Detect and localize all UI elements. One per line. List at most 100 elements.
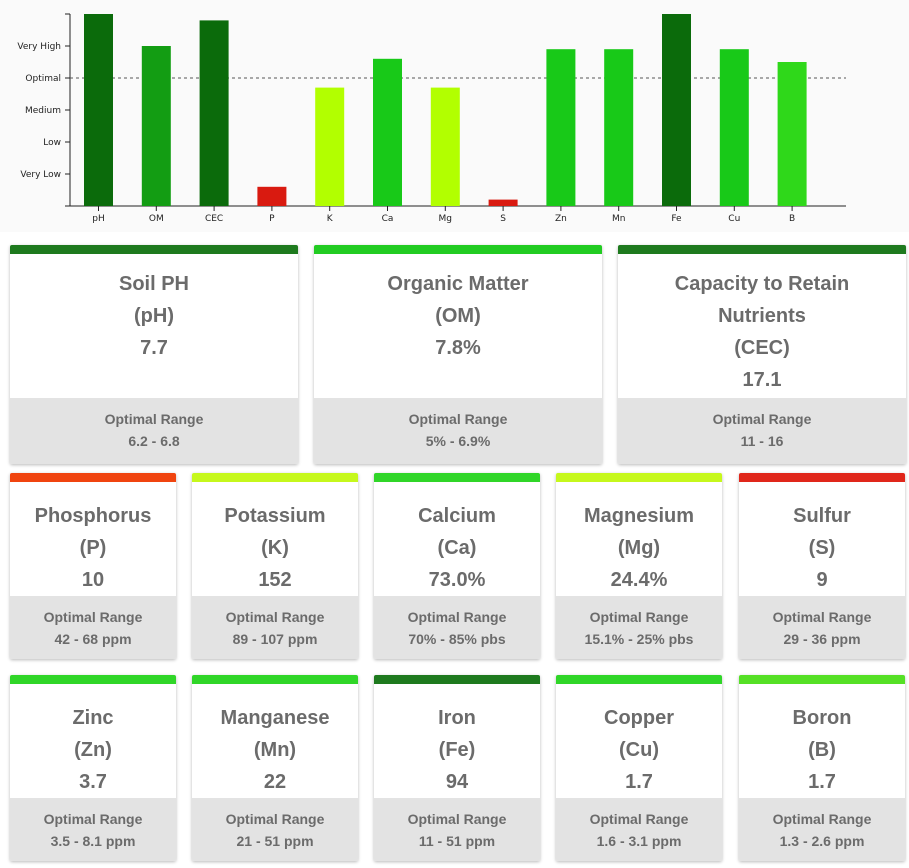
card-title: Magnesium — [583, 505, 695, 527]
card-color-bar — [556, 675, 722, 684]
card-abbr: (CEC) — [734, 337, 790, 359]
card-range-label: Optimal Range — [772, 609, 872, 625]
card-range-label: Optimal Range — [408, 411, 508, 427]
card-abbr: (OM) — [435, 305, 481, 327]
card-range: 29 - 36 ppm — [783, 631, 861, 647]
card-boron: Boron (B) 1.7 Optimal Range 1.3 - 2.6 pp… — [739, 675, 905, 861]
card-abbr: (Zn) — [74, 739, 112, 761]
card-value: 9 — [816, 569, 828, 591]
card-title: Capacity to Retain Nutrients — [674, 273, 850, 327]
x-tick-label: Cu — [728, 214, 740, 224]
card-zinc: Zinc (Zn) 3.7 Optimal Range 3.5 - 8.1 pp… — [10, 675, 176, 861]
card-color-bar — [192, 675, 358, 684]
card-color-bar — [556, 473, 722, 482]
card-calcium: Calcium (Ca) 73.0% Optimal Range 70% - 8… — [374, 473, 540, 659]
x-tick-label: B — [789, 214, 795, 224]
card-abbr: (Mn) — [253, 739, 297, 761]
x-tick-label: Mg — [439, 214, 452, 224]
card-value: 1.7 — [808, 771, 836, 793]
card-range: 1.6 - 3.1 ppm — [596, 833, 682, 849]
y-tick-label: Low — [43, 138, 61, 148]
card-potassium: Potassium (K) 152 Optimal Range 89 - 107… — [192, 473, 358, 659]
x-tick-label: Mn — [612, 214, 625, 224]
card-title: Calcium — [418, 505, 496, 527]
x-tick-label: S — [500, 214, 506, 224]
y-tick-label: Very Low — [20, 170, 61, 180]
bar-cu — [719, 49, 749, 207]
card-range: 42 - 68 ppm — [54, 631, 132, 647]
bar-mg — [430, 87, 460, 206]
x-tick-label: Zn — [555, 214, 567, 224]
y-tick-label: Very High — [17, 42, 61, 52]
card-color-bar — [10, 245, 298, 254]
bar-om — [141, 46, 171, 206]
card-range: 5% - 6.9% — [425, 433, 491, 449]
bar-s — [488, 199, 518, 206]
card-range-label: Optimal Range — [589, 811, 689, 827]
card-title: Zinc — [72, 707, 114, 729]
bar-mn — [604, 49, 634, 207]
card-abbr: (Cu) — [619, 739, 659, 761]
card-color-bar — [10, 675, 176, 684]
card-title: Boron — [792, 707, 852, 729]
y-tick-label: Medium — [25, 106, 61, 116]
card-range-label: Optimal Range — [407, 609, 507, 625]
card-abbr: (S) — [808, 537, 836, 559]
y-tick-label: Optimal — [25, 74, 61, 84]
card-range-label: Optimal Range — [589, 609, 689, 625]
card-cec: Capacity to Retain Nutrients (CEC) 17.1 … — [618, 245, 906, 464]
x-tick-label: Ca — [382, 214, 394, 224]
card-color-bar — [374, 473, 540, 482]
card-copper: Copper (Cu) 1.7 Optimal Range 1.6 - 3.1 … — [556, 675, 722, 861]
card-range-label: Optimal Range — [225, 609, 325, 625]
card-color-bar — [314, 245, 602, 254]
card-value: 1.7 — [625, 771, 653, 793]
card-range-label: Optimal Range — [43, 609, 143, 625]
card-range-label: Optimal Range — [407, 811, 507, 827]
card-value: 7.7 — [140, 337, 168, 359]
nutrient-bar-chart: Very Low Low Medium Optimal Very High pH OM CEC… — [0, 0, 909, 232]
card-value: 152 — [258, 569, 292, 591]
card-abbr: (B) — [808, 739, 836, 761]
card-color-bar — [374, 675, 540, 684]
bar-fe — [662, 14, 691, 206]
card-value: 73.0% — [428, 569, 486, 591]
card-range: 15.1% - 25% pbs — [584, 631, 694, 647]
card-value: 94 — [445, 771, 469, 793]
card-range: 11 - 16 — [740, 433, 784, 449]
card-abbr: (P) — [79, 537, 107, 559]
card-title: Manganese — [220, 707, 330, 729]
card-range: 21 - 51 ppm — [236, 833, 314, 849]
card-organic-matter: Organic Matter (OM) 7.8% Optimal Range 5… — [314, 245, 602, 464]
card-range: 6.2 - 6.8 — [128, 433, 180, 449]
card-soil-ph: Soil PH (pH) 7.7 Optimal Range 6.2 - 6.8 — [10, 245, 298, 464]
card-color-bar — [739, 473, 905, 482]
card-range-label: Optimal Range — [104, 411, 204, 427]
card-color-bar — [618, 245, 906, 254]
x-tick-label: OM — [149, 214, 164, 224]
card-value: 22 — [263, 771, 287, 793]
card-range-label: Optimal Range — [712, 411, 812, 427]
card-value: 17.1 — [742, 369, 782, 391]
card-value: 7.8% — [435, 337, 481, 359]
card-title: Sulfur — [793, 505, 851, 527]
card-title: Copper — [604, 707, 674, 729]
card-iron: Iron (Fe) 94 Optimal Range 11 - 51 ppm — [374, 675, 540, 861]
card-range: 1.3 - 2.6 ppm — [779, 833, 865, 849]
card-abbr: (Ca) — [437, 537, 477, 559]
card-range-label: Optimal Range — [225, 811, 325, 827]
bar-b — [777, 62, 807, 206]
x-tick-label: pH — [92, 214, 104, 224]
bar-p — [257, 186, 287, 206]
card-range: 3.5 - 8.1 ppm — [50, 833, 136, 849]
x-tick-label: Fe — [671, 214, 682, 224]
card-range: 70% - 85% pbs — [408, 631, 506, 647]
card-title: Potassium — [224, 505, 326, 527]
x-tick-label: CEC — [205, 214, 223, 224]
card-range: 11 - 51 ppm — [418, 833, 496, 849]
card-abbr: (K) — [261, 537, 289, 559]
card-magnesium: Magnesium (Mg) 24.4% Optimal Range 15.1%… — [556, 473, 722, 659]
card-title: Soil PH — [118, 273, 189, 295]
card-title: Iron — [438, 707, 476, 729]
card-abbr: (Mg) — [617, 537, 661, 559]
